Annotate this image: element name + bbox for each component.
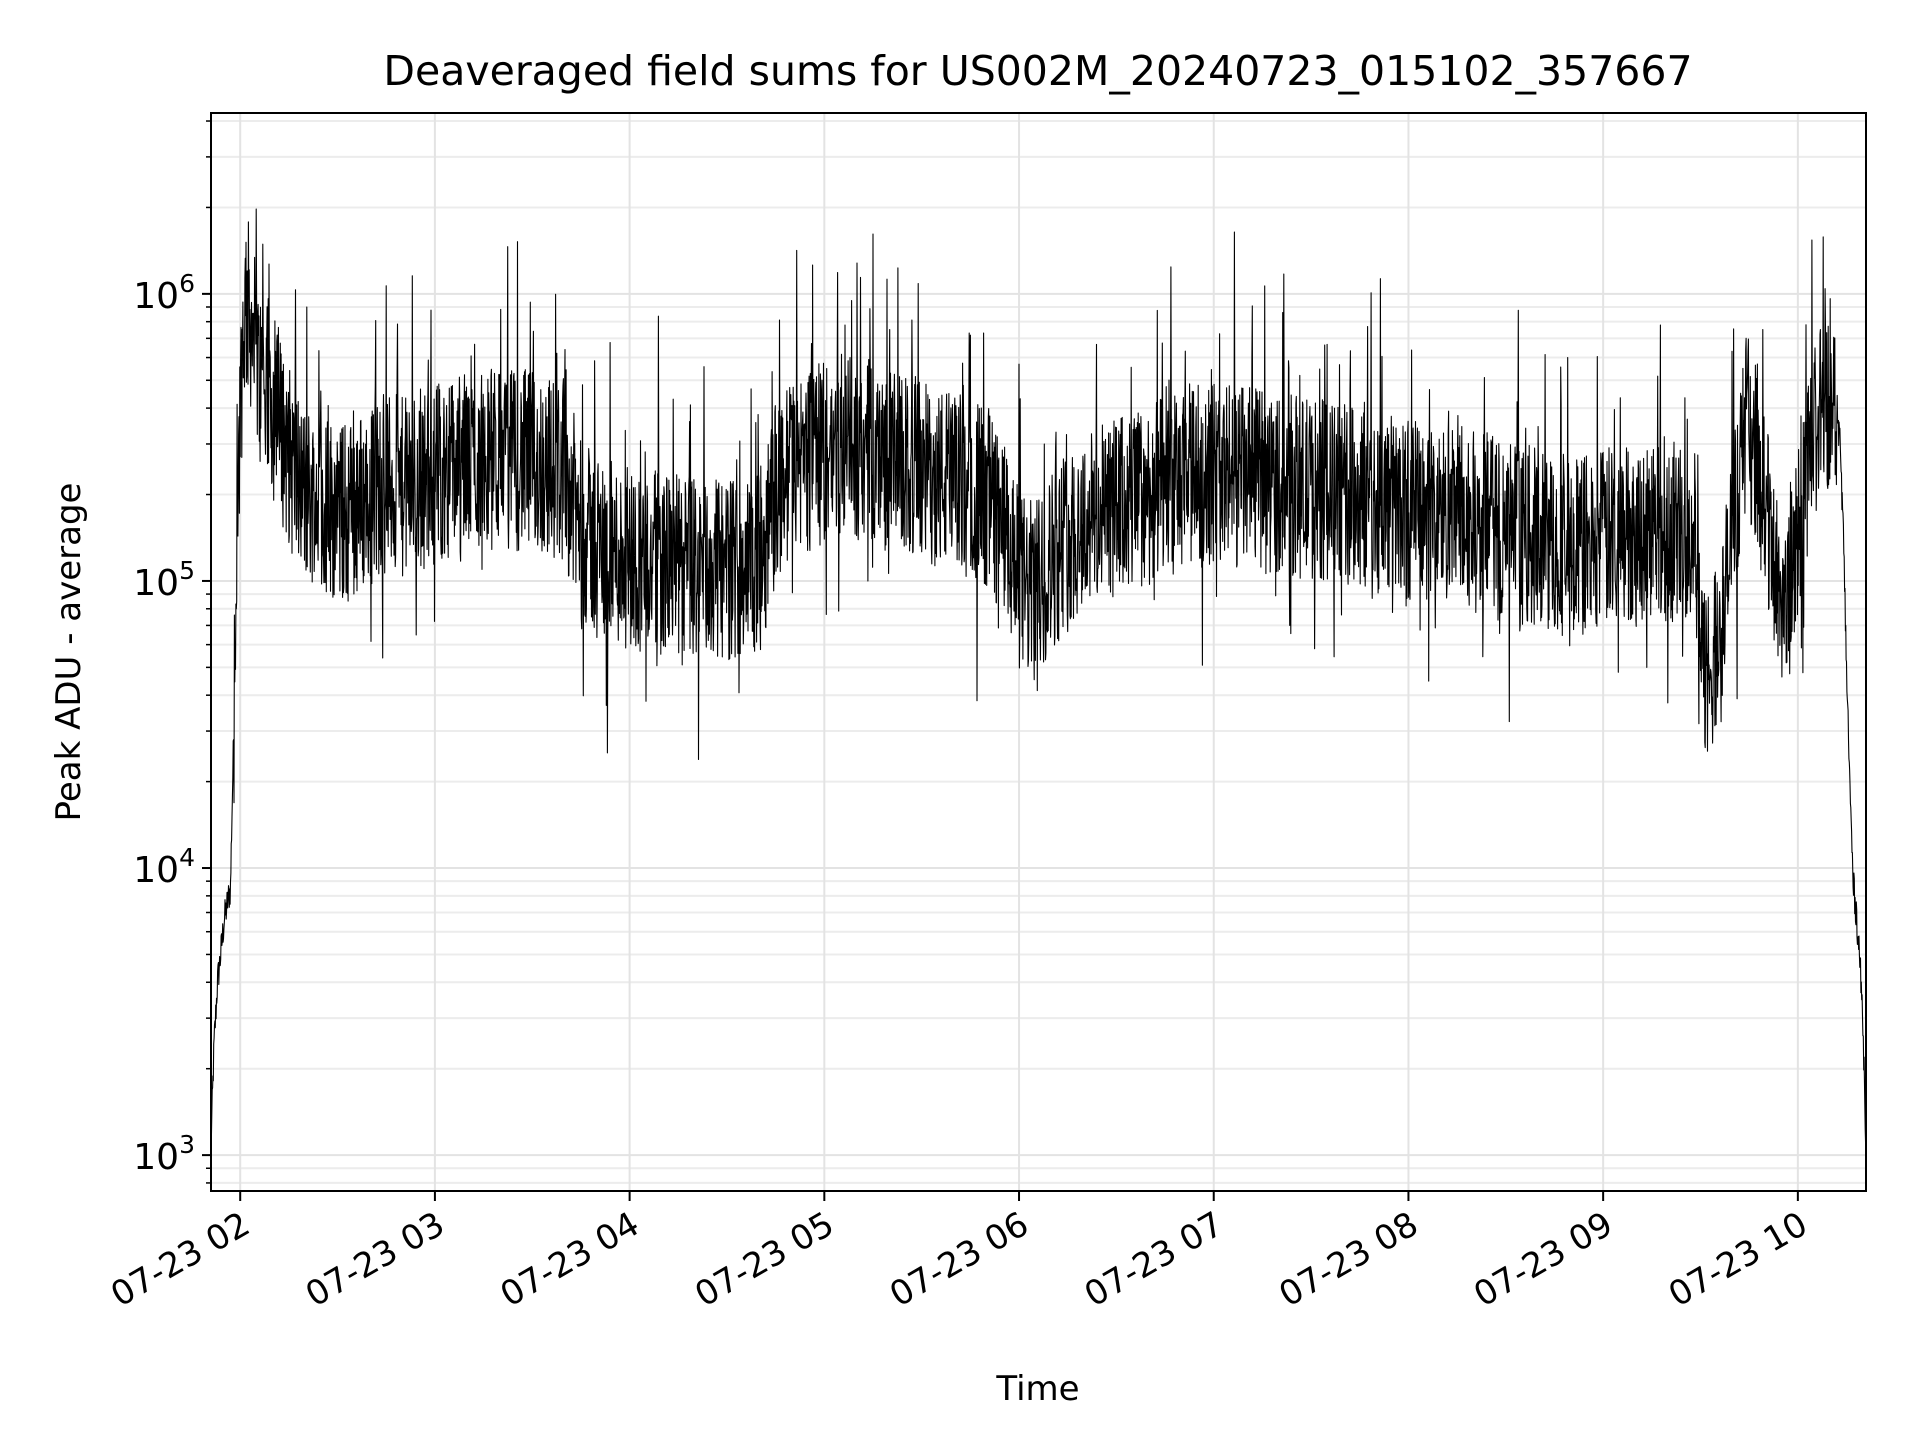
y-tick-base: 10 xyxy=(133,850,179,891)
y-tick-exponent: 4 xyxy=(179,843,195,872)
plot-frame xyxy=(210,112,1867,1192)
series-layer xyxy=(210,208,1867,1144)
y-tick-label: 103 xyxy=(133,1130,195,1178)
y-tick-base: 10 xyxy=(133,276,179,317)
y-tick-exponent: 6 xyxy=(179,269,195,298)
y-tick-exponent: 3 xyxy=(179,1130,195,1159)
y-tick-label: 106 xyxy=(133,269,195,317)
series-line-0 xyxy=(210,208,1867,1144)
y-tick-base: 10 xyxy=(133,563,179,604)
y-tick-label: 104 xyxy=(133,843,195,891)
chart-title: Deaveraged field sums for US002M_2024072… xyxy=(383,47,1692,95)
grid-major xyxy=(211,113,1866,1191)
y-tick-exponent: 5 xyxy=(179,556,195,585)
y-tick-base: 10 xyxy=(133,1137,179,1178)
y-tick-label: 105 xyxy=(133,556,195,604)
x-axis-label: Time xyxy=(995,1369,1079,1409)
y-axis-label: Peak ADU - average xyxy=(49,483,89,822)
